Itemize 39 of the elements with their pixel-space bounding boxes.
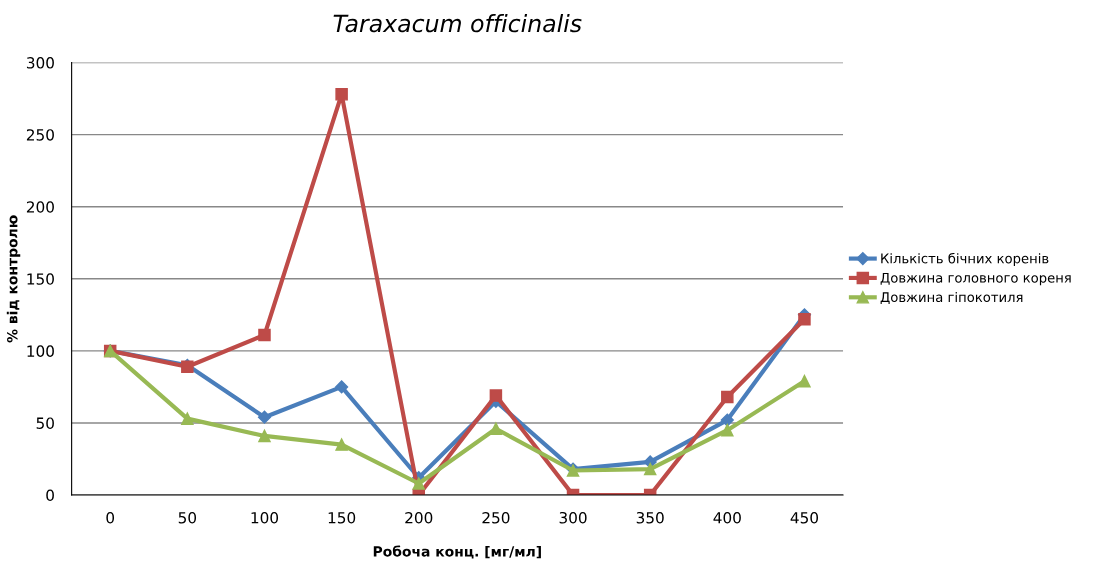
x-tick-label: 400 xyxy=(713,511,741,524)
y-tick-label: 200 xyxy=(26,201,54,213)
x-tick-label: 250 xyxy=(482,511,510,524)
point xyxy=(798,312,811,326)
point xyxy=(181,412,194,425)
legend-label: Довжина гіпокотиля xyxy=(880,291,1023,304)
x-tick-label: 300 xyxy=(559,511,587,524)
y-tick-label: 150 xyxy=(27,273,54,285)
legend-label: Довжина головного кореня xyxy=(880,272,1071,286)
y-tick-label: 300 xyxy=(26,57,54,69)
y-axis-title: % від контролю xyxy=(6,215,21,343)
chart-title: Taraxacum officinalis xyxy=(333,14,582,33)
point xyxy=(258,429,271,443)
y-tick-label: 50 xyxy=(36,417,54,429)
point xyxy=(257,410,272,424)
point xyxy=(258,328,271,342)
point xyxy=(335,88,348,101)
point xyxy=(643,462,657,476)
x-tick-label: 150 xyxy=(328,511,356,524)
point xyxy=(489,389,503,402)
x-tick-label: 350 xyxy=(636,511,664,524)
x-tick-label: 450 xyxy=(790,511,819,524)
x-tick-label: 50 xyxy=(178,511,197,524)
x-tick-label: 200 xyxy=(405,511,433,524)
point xyxy=(335,380,349,394)
legend-label: Кількість бічних коренів xyxy=(881,252,1049,266)
point xyxy=(412,477,426,490)
point xyxy=(798,374,811,388)
point xyxy=(335,438,348,451)
point xyxy=(721,423,734,437)
y-tick-label: 250 xyxy=(26,129,54,141)
point xyxy=(721,390,734,404)
y-tick-label: 100 xyxy=(27,345,54,357)
x-tick-label: 100 xyxy=(251,511,279,524)
point xyxy=(489,422,503,435)
x-axis-title: Робоча конц. [мг/мл] xyxy=(373,545,541,559)
y-tick-label: 0 xyxy=(46,489,54,502)
point xyxy=(720,413,734,427)
x-tick-label: 0 xyxy=(106,511,115,524)
